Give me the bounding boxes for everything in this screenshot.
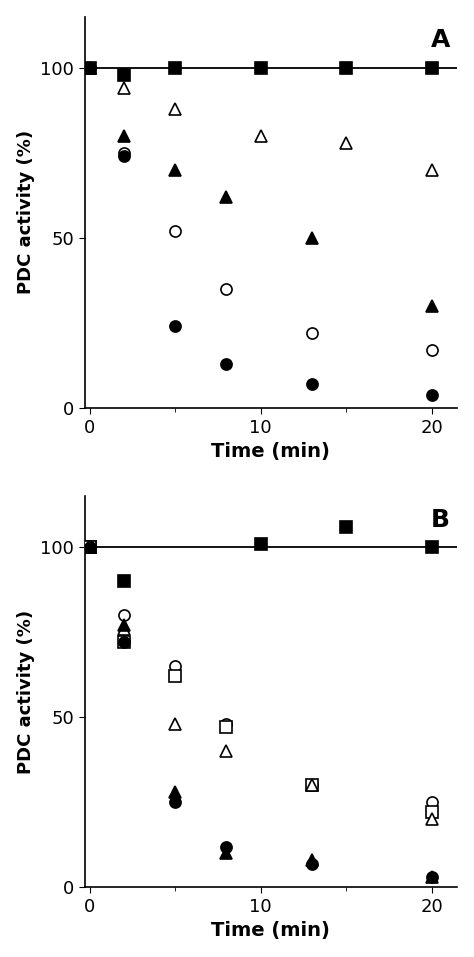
X-axis label: Time (min): Time (min) (211, 922, 330, 941)
Text: A: A (431, 29, 451, 53)
Y-axis label: PDC activity (%): PDC activity (%) (17, 130, 35, 295)
X-axis label: Time (min): Time (min) (211, 442, 330, 461)
Text: B: B (431, 507, 450, 531)
Y-axis label: PDC activity (%): PDC activity (%) (17, 610, 35, 773)
